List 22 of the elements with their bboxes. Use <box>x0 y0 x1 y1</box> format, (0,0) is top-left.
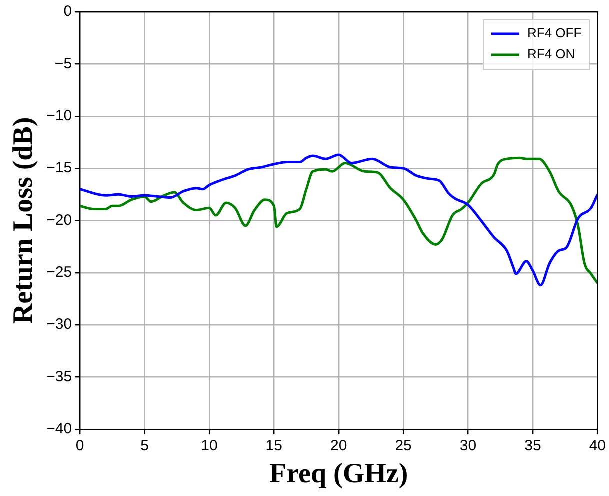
y-axis-title: Return Loss (dB) <box>8 117 40 324</box>
x-tick-label: 10 <box>201 438 218 455</box>
x-tick-label: 5 <box>140 438 149 455</box>
y-tick-label: −15 <box>46 160 72 177</box>
x-tick-label: 0 <box>76 438 84 455</box>
x-tick-label: 25 <box>395 438 412 455</box>
x-tick-label: 35 <box>524 438 542 455</box>
y-tick-label: −40 <box>46 420 72 438</box>
y-tick-label: −25 <box>46 264 72 282</box>
y-tick-label: −5 <box>54 55 72 72</box>
x-tick-label: 40 <box>589 438 606 455</box>
y-tick-label: 0 <box>64 3 72 20</box>
x-tick-label: 20 <box>330 438 348 455</box>
x-tick-label: 30 <box>460 438 477 455</box>
x-axis-title: Freq (GHz) <box>270 458 408 490</box>
y-tick-label: −35 <box>46 368 72 386</box>
y-tick-label: −30 <box>46 316 72 334</box>
y-tick-label: −20 <box>46 212 72 229</box>
legend-label: RF4 OFF <box>527 26 582 41</box>
y-tick-label: −10 <box>46 107 72 124</box>
x-tick-label: 15 <box>266 438 282 455</box>
legend-label: RF4 ON <box>527 46 576 62</box>
